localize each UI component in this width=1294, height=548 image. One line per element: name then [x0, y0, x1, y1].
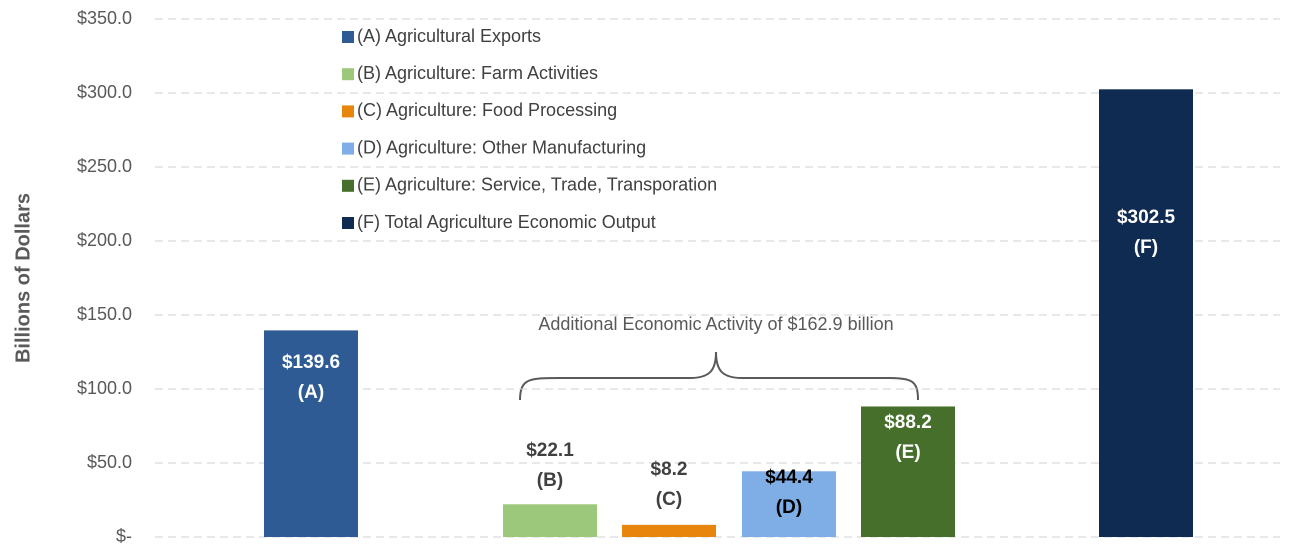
bar-label: (F): [1134, 237, 1158, 258]
y-tick-label: $250.0: [77, 156, 132, 176]
y-tick-label: $300.0: [77, 82, 132, 102]
y-tick-label: $200.0: [77, 230, 132, 250]
legend-swatch: [342, 105, 354, 118]
bar: [622, 524, 716, 537]
legend-swatch: [342, 31, 354, 43]
legend-label: (E) Agriculture: Service, Trade, Transpo…: [357, 175, 717, 195]
y-tick-label: $-: [116, 526, 132, 546]
annotation: Additional Economic Activity of $162.9 b…: [538, 314, 893, 334]
legend-swatch: [342, 217, 354, 229]
value-label: $44.4: [765, 467, 813, 488]
value-label: $139.6: [282, 352, 340, 373]
y-tick-label: $50.0: [87, 452, 132, 472]
bar-label: (B): [537, 470, 563, 491]
value-label: $22.1: [526, 440, 574, 461]
bar: [742, 471, 836, 537]
legend-label: (C) Agriculture: Food Processing: [357, 100, 617, 120]
legend-label: (A) Agricultural Exports: [357, 26, 541, 46]
y-tick-label: $350.0: [77, 8, 132, 28]
bar-label: (A): [298, 382, 324, 403]
y-tick-label: $150.0: [77, 304, 132, 324]
legend-label: (D) Agriculture: Other Manufacturing: [357, 137, 646, 157]
bar: [1099, 89, 1193, 538]
bar: [503, 504, 597, 537]
y-tick-label: $100.0: [77, 378, 132, 398]
value-label: $302.5: [1117, 207, 1176, 228]
brace: [519, 351, 919, 401]
legend-swatch: [342, 179, 354, 192]
bar: [264, 330, 358, 537]
value-label: $88.2: [884, 412, 932, 433]
legend-swatch: [342, 142, 354, 155]
bar: [861, 406, 955, 537]
y-axis-label: Billions of Dollars: [12, 193, 34, 363]
bar-label: (D): [776, 497, 802, 518]
bar-label: (C): [656, 489, 682, 510]
value-label: $8.2: [651, 459, 688, 480]
legend-swatch: [342, 68, 354, 81]
legend-label: (F) Total Agriculture Economic Output: [357, 212, 656, 232]
legend-label: (B) Agriculture: Farm Activities: [357, 63, 598, 83]
bar-label: (E): [895, 442, 920, 463]
